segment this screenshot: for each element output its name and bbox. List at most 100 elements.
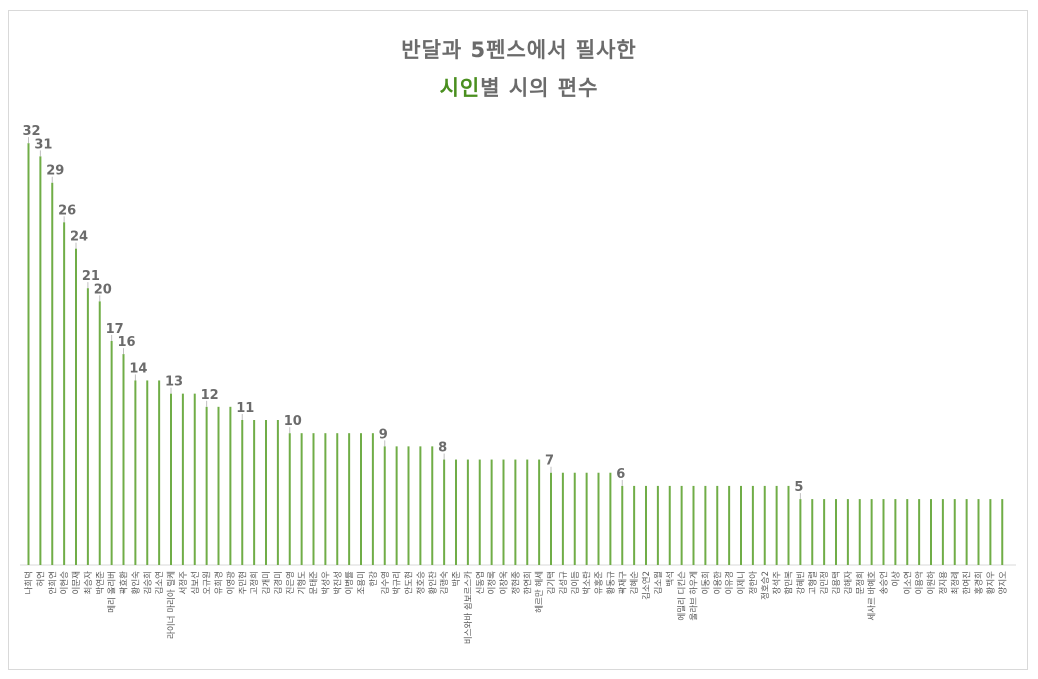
category-tick-label: 정한아: [748, 571, 759, 595]
category-tick-label: 김행숙: [439, 571, 450, 595]
bar: [86, 288, 89, 565]
category-tick-label: 나희덕: [24, 571, 35, 594]
bar: [348, 433, 351, 565]
category-tick-label: 안도현: [404, 571, 415, 594]
bar: [953, 499, 956, 565]
category-tick-label: 김소월: [653, 571, 664, 594]
bar: [965, 499, 968, 565]
category-tick-label: 헤르만 헤세: [535, 571, 545, 613]
bar: [609, 472, 612, 565]
bar: [835, 499, 837, 565]
category-tick-label: 황동규: [605, 571, 616, 595]
category-tick-label: 유홍준: [594, 571, 605, 595]
category-tick-label: 이소연: [902, 571, 913, 594]
category-tick-label: 오규원: [203, 571, 213, 594]
category-tick-label: 세사르 바예호: [867, 571, 878, 621]
data-label: 20: [94, 282, 112, 297]
category-tick-label: 서정주: [178, 571, 189, 595]
data-label: 24: [70, 230, 88, 245]
category-tick-label: 이현승: [59, 571, 70, 595]
data-label: 10: [284, 414, 302, 429]
bar: [395, 446, 398, 565]
category-tick-label: 유희경: [214, 571, 225, 594]
bar: [431, 446, 434, 565]
category-tick-label: 이유경: [724, 571, 735, 594]
category-tick-label: 이영광: [225, 571, 236, 595]
category-tick-label: 김성규: [558, 571, 569, 595]
bar: [751, 485, 754, 565]
bar: [561, 472, 564, 565]
category-tick-label: 이문재: [71, 571, 82, 594]
category-tick-label: 에밀리 디킨슨: [677, 571, 688, 621]
data-label: 9: [379, 427, 388, 442]
data-label: 8: [438, 441, 447, 456]
category-tick-label: 신동엽: [475, 571, 486, 594]
category-tick-label: 박진성: [332, 571, 343, 594]
category-tick-label: 송승언: [879, 571, 890, 594]
category-tick-label: 황인찬: [427, 571, 438, 595]
category-tick-label: 김소연2: [641, 571, 652, 600]
category-tick-label: 이원하: [926, 571, 937, 595]
category-tick-label: 김개미: [261, 571, 272, 594]
category-tick-label: 김민정: [819, 571, 830, 594]
data-label: 12: [201, 388, 219, 403]
category-tick-label: 이장욱: [499, 571, 510, 595]
bar: [502, 459, 505, 565]
category-tick-label: 김소연: [154, 571, 165, 594]
bar: [728, 485, 731, 565]
category-tick-label: 고형렬: [808, 571, 818, 595]
bar: [573, 472, 576, 565]
category-tick-label: 울라브 하우게: [689, 571, 700, 621]
bar: [680, 485, 683, 565]
bar: [870, 499, 873, 565]
bar: [550, 472, 552, 565]
data-label: 29: [46, 164, 64, 179]
category-tick-label: 정현종: [510, 571, 521, 595]
category-tick-label: 진은영: [285, 571, 296, 594]
bar: [668, 485, 671, 565]
category-tick-label: 양지오: [997, 571, 1008, 595]
chart-title-rest: 별 시의 편수: [480, 76, 599, 100]
bar: [989, 499, 992, 565]
category-tick-label: 주민현: [237, 571, 248, 594]
bar: [134, 380, 137, 565]
bar: [51, 182, 54, 566]
bar: [193, 393, 196, 565]
bar: [383, 446, 386, 565]
bar: [478, 459, 481, 565]
category-tick-label: 이용한: [712, 571, 723, 595]
bar: [763, 485, 766, 565]
data-label: 32: [23, 124, 41, 139]
bar: [823, 499, 826, 565]
bar: [205, 406, 208, 565]
category-tick-label: 정호승: [415, 571, 426, 595]
category-tick-label: 김기택: [546, 571, 557, 594]
category-tick-label: 메리 올리버: [107, 571, 118, 613]
chart-title-accent: 시인: [439, 76, 481, 100]
bar: [170, 393, 172, 565]
category-tick-label: 허연: [36, 571, 46, 587]
category-tick-label: 김혜순: [629, 571, 640, 595]
bar: [538, 459, 541, 565]
data-label: 14: [129, 361, 147, 376]
bar: [906, 499, 909, 565]
category-tick-label: 곽재구: [617, 571, 628, 595]
category-tick-label: 박소란: [582, 571, 593, 595]
category-tick-label: 장석주: [772, 571, 783, 595]
bar: [324, 433, 327, 565]
bar: [740, 485, 742, 565]
category-tick-label: 한강: [368, 571, 379, 587]
category-tick-label: 김경미: [273, 571, 284, 594]
chart-title-line1: 반달과 5펜스에서 필사한: [401, 38, 637, 62]
bar: [229, 406, 232, 565]
category-tick-label: 이제니: [736, 571, 747, 594]
bar: [419, 446, 422, 565]
category-tick-label: 최정례: [950, 571, 961, 594]
category-tick-label: 문정희: [855, 571, 866, 594]
category-tick-label: 박성우: [320, 571, 331, 595]
bar: [811, 499, 814, 565]
category-tick-label: 백석: [665, 571, 676, 587]
category-tick-label: 이정록: [487, 571, 498, 595]
bar: [799, 499, 802, 565]
category-tick-label: 함민복: [784, 571, 795, 595]
